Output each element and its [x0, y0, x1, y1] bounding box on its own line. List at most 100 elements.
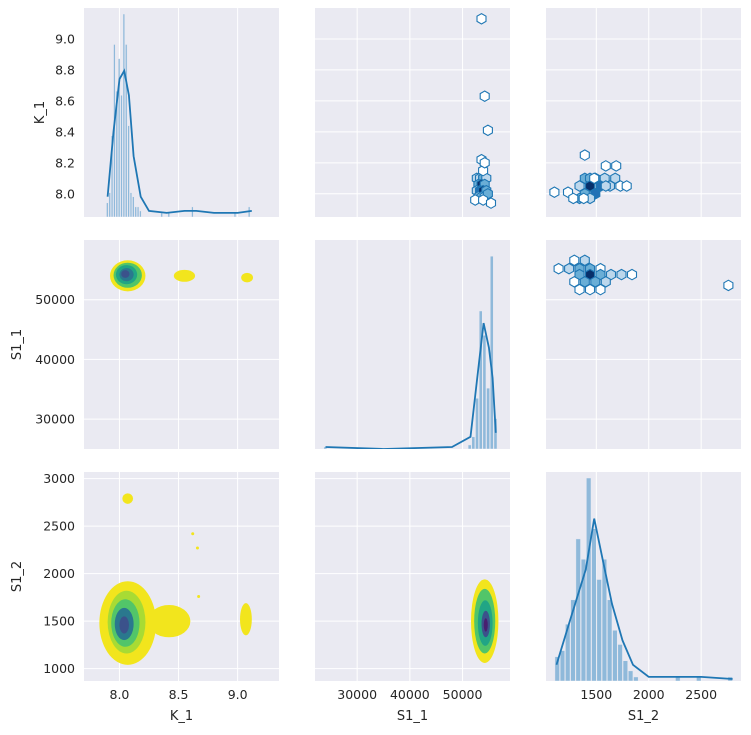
- kde-contour: [241, 272, 253, 283]
- hexbin-cell: [600, 160, 611, 172]
- kde-contour: [240, 603, 252, 636]
- gridlines: [84, 240, 279, 449]
- hexbin-cell: [485, 197, 497, 209]
- hexbin-cell: [479, 156, 490, 169]
- gridlines: [356, 240, 464, 449]
- histogram-bar: [591, 528, 597, 681]
- hexbin-cell: [569, 254, 580, 267]
- kde-line: [325, 322, 497, 449]
- y-tick-label: 1500: [43, 614, 75, 629]
- hexbin-cell: [568, 192, 579, 205]
- hexbin-cell: [574, 268, 585, 281]
- panel-S1_2-vs-K_1: [84, 472, 279, 681]
- y-tick-label: 2500: [43, 519, 75, 534]
- x-tick-label: 2500: [685, 687, 717, 702]
- hexbin-cell: [479, 90, 490, 103]
- histogram-bar: [467, 444, 472, 449]
- histogram-bar: [115, 90, 118, 217]
- histogram-bar: [575, 538, 581, 681]
- panel-content: [323, 255, 498, 449]
- kde-contour: [191, 532, 195, 536]
- hexbin-cell: [590, 275, 601, 288]
- x-tick-label: 9.0: [228, 687, 248, 702]
- histogram-bar: [129, 192, 133, 217]
- histogram-bar: [633, 676, 639, 681]
- histogram-bar: [612, 630, 618, 681]
- hexbin-cell: [478, 194, 489, 206]
- hexbin-cell: [476, 12, 487, 25]
- panel-background: [84, 8, 279, 217]
- panel-content: [470, 12, 497, 209]
- histogram-bar: [478, 310, 483, 449]
- kde-line: [106, 68, 252, 214]
- histogram-bar: [622, 660, 628, 681]
- hexbin-cell: [579, 254, 590, 267]
- y-tick-label: 8.6: [55, 93, 75, 108]
- panel-content: [110, 260, 253, 292]
- kde-contour: [119, 616, 129, 634]
- histogram-bar: [136, 206, 140, 217]
- hexbin-cell: [600, 180, 611, 192]
- histogram-bar: [559, 650, 566, 681]
- hexbin-cell: [610, 172, 621, 185]
- hexbin-cell: [589, 172, 600, 185]
- hexbin-cell: [578, 192, 589, 205]
- histogram-bar: [580, 558, 587, 681]
- hexbin-cell: [621, 180, 632, 192]
- kde-contour: [121, 270, 130, 278]
- panel-S1_1-vs-S1_1: [315, 240, 510, 449]
- histogram-bar: [160, 212, 163, 217]
- histogram-bar: [596, 579, 602, 681]
- kde-contour: [195, 546, 199, 550]
- histogram-bar: [482, 335, 487, 449]
- histogram-bar: [489, 255, 494, 449]
- histogram-bar: [132, 196, 135, 217]
- x-tick-label: 50000: [443, 687, 483, 702]
- y-tick-label: 1000: [43, 661, 75, 676]
- hexbin-cell: [616, 268, 627, 281]
- hexbin-cell: [605, 268, 617, 281]
- hexbin-cell: [569, 275, 580, 288]
- histogram-bar: [120, 94, 123, 217]
- panel-content: [99, 493, 252, 665]
- x-axis-label: S1_2: [628, 709, 659, 724]
- histogram-bar: [554, 656, 560, 681]
- hexbin-cell: [584, 283, 596, 296]
- kde-contour: [147, 605, 191, 638]
- histogram-bar: [323, 446, 328, 449]
- histogram-bar: [565, 623, 571, 681]
- hexbin-cell: [579, 149, 590, 161]
- histogram-bar: [601, 558, 607, 681]
- x-tick-label: 1500: [580, 687, 612, 702]
- hexbin-cell: [595, 283, 606, 296]
- hexbin-cell: [600, 275, 611, 288]
- hexbin-cell: [595, 268, 606, 281]
- x-tick-label: 2000: [633, 687, 665, 702]
- hexbin-cell: [723, 279, 734, 292]
- panel-content: [554, 477, 733, 681]
- kde-contour: [122, 493, 134, 504]
- y-tick-label: 40000: [35, 352, 75, 367]
- panel-K_1-vs-S1_1: [315, 8, 510, 217]
- panel-content: [553, 254, 734, 296]
- panel-S1_1-vs-S1_2: [546, 240, 741, 449]
- histogram-bar: [191, 206, 194, 217]
- y-axis-label: K_1: [33, 101, 48, 124]
- kde-contour: [483, 618, 488, 632]
- histogram-bar: [108, 192, 111, 217]
- histogram-bar: [118, 58, 121, 217]
- x-tick-label: 8.5: [169, 687, 189, 702]
- histogram-bar: [125, 44, 128, 217]
- y-tick-label: 8.4: [55, 124, 75, 139]
- hexbin-cell: [482, 124, 493, 137]
- histogram-bar: [127, 125, 130, 217]
- y-tick-label: 8.2: [55, 155, 75, 170]
- hexbin-cell: [574, 283, 585, 296]
- hexbin-cell: [626, 268, 638, 281]
- hexbin-cell: [584, 268, 596, 281]
- x-axis-label: S1_1: [397, 709, 428, 724]
- y-axis-label: S1_2: [10, 561, 25, 592]
- x-tick-label: 30000: [337, 687, 377, 702]
- histogram-bar: [139, 210, 142, 217]
